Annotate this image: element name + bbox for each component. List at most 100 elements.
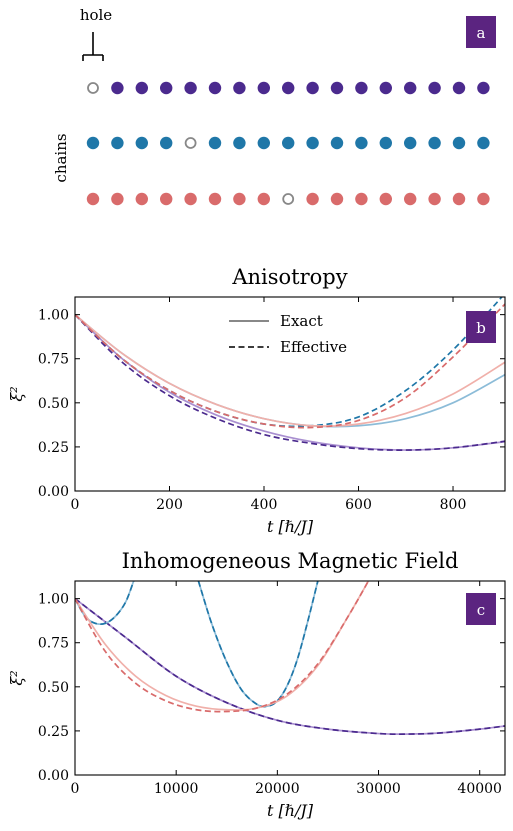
series-line-effective — [75, 314, 505, 451]
x-tick-label: 600 — [345, 497, 372, 513]
y-tick-label: 0.50 — [38, 680, 69, 696]
y-tick-label: 1.00 — [38, 592, 69, 608]
chain-site — [160, 136, 173, 150]
chart-title: Inhomogeneous Magnetic Field — [122, 549, 459, 573]
chain-site — [306, 136, 319, 150]
x-tick-label: 30000 — [356, 781, 401, 797]
panel-badge — [466, 593, 496, 625]
y-tick-label: 0.25 — [38, 440, 69, 456]
y-axis-label: ξ² — [7, 670, 26, 685]
x-tick-label: 20000 — [255, 781, 300, 797]
chain-site — [233, 136, 246, 150]
chain-site — [233, 81, 246, 95]
chain-site — [428, 136, 441, 150]
panel-a-badge — [466, 16, 496, 48]
x-axis-label: t [ℏ/J] — [267, 801, 314, 820]
chain-site — [135, 136, 148, 150]
series-line-effective — [75, 581, 135, 626]
chain-site — [452, 81, 466, 95]
chain-site — [86, 192, 100, 206]
y-axis-label: ξ² — [7, 386, 26, 401]
series-line-exact — [75, 314, 505, 451]
chains-axis-label: chains — [52, 133, 70, 182]
series-lines — [75, 297, 505, 451]
chain-site — [208, 192, 222, 206]
series-line-exact — [75, 313, 505, 428]
chain-site — [452, 136, 466, 150]
chain-site — [282, 136, 295, 150]
chain-sites — [86, 81, 490, 206]
chain-site — [160, 81, 173, 95]
chain-site — [111, 81, 124, 95]
series-line-effective — [75, 303, 505, 429]
chain-site — [379, 81, 392, 95]
panel-badge-label: b — [476, 319, 486, 337]
plot-frame — [74, 296, 506, 492]
chain-site — [379, 136, 392, 150]
chain-site — [111, 136, 124, 150]
y-tick-label: 0.25 — [38, 724, 69, 740]
panel-b-chart: Anisotropy 0 200 400 600 800 0.00 0.25 0.50 0.75 1… — [7, 265, 506, 536]
y-tick-label: 0.75 — [38, 352, 69, 368]
series-line-exact — [75, 597, 505, 736]
chain-site — [404, 192, 417, 206]
chain-site — [135, 192, 148, 206]
x-tick-label: 40000 — [457, 781, 502, 797]
chain-site — [282, 81, 295, 95]
chain-site — [477, 192, 490, 206]
chain-site — [355, 136, 368, 150]
chain-site — [306, 81, 319, 95]
chain-site — [379, 192, 392, 206]
x-tick-label: 0 — [71, 781, 80, 797]
chain-site — [452, 192, 466, 206]
series-line-exact — [197, 581, 319, 708]
chart-title: Anisotropy — [231, 265, 347, 289]
panel-c-chart: Inhomogeneous Magnetic Field 0 10000 20000 3… — [7, 549, 506, 820]
chain-site — [404, 81, 417, 95]
chain-site — [330, 81, 344, 95]
y-tick-label: 1.00 — [38, 308, 69, 324]
series-line-effective — [197, 581, 319, 708]
legend-label: Effective — [280, 338, 347, 356]
x-tick-label: 200 — [156, 497, 183, 513]
hole-site — [87, 82, 99, 94]
series-line-exact — [75, 581, 370, 711]
panel-a-chain-diagram: hole chains a — [52, 6, 496, 206]
chain-site — [355, 192, 368, 206]
y-tick-label: 0.75 — [38, 636, 69, 652]
series-line-effective — [75, 581, 370, 713]
panel-a-badge-label: a — [477, 24, 486, 42]
x-tick-label: 800 — [440, 497, 467, 513]
chain-site — [330, 136, 344, 150]
chain-site — [306, 192, 319, 206]
legend-label: Exact — [280, 312, 323, 330]
chain-site — [111, 192, 124, 206]
x-tick-label: 10000 — [154, 781, 199, 797]
chain-site — [135, 81, 148, 95]
hole-marker-icon — [82, 32, 104, 61]
y-tick-label: 0.50 — [38, 396, 69, 412]
x-tick-label: 0 — [71, 497, 80, 513]
series-line-effective — [75, 597, 505, 736]
panel-badge-label: c — [477, 601, 485, 619]
chain-site — [184, 81, 197, 95]
chain-site — [208, 81, 222, 95]
chain-site — [477, 136, 490, 150]
chain-site — [330, 192, 344, 206]
legend: Exact Effective — [229, 312, 347, 356]
chain-site — [477, 81, 490, 95]
chain-site — [257, 136, 270, 150]
panel-badge — [466, 311, 496, 343]
x-axis-label: t [ℏ/J] — [267, 517, 314, 536]
hole-site — [184, 137, 197, 149]
chain-site — [257, 192, 270, 206]
hole-site — [282, 193, 295, 205]
y-tick-label: 0.00 — [38, 768, 69, 784]
hole-label: hole — [80, 6, 112, 24]
x-tick-label: 400 — [251, 497, 278, 513]
chain-site — [428, 81, 441, 95]
chain-site — [428, 192, 441, 206]
series-lines — [75, 581, 505, 736]
chain-site — [160, 192, 173, 206]
